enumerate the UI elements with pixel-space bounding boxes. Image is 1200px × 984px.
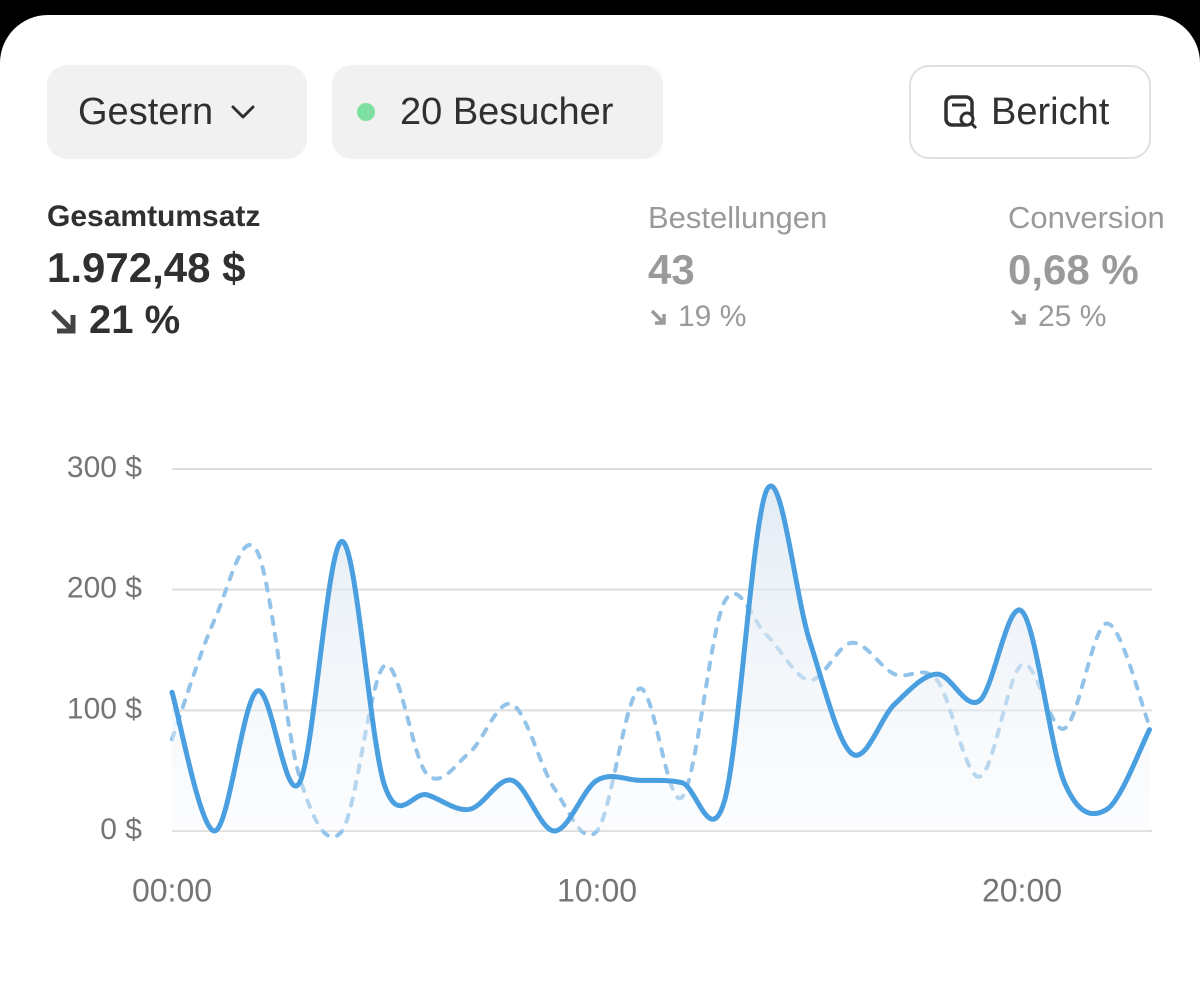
- metric[interactable]: Conversion 0,68 % 25 %: [1008, 200, 1165, 334]
- down-arrow-icon: [51, 308, 76, 333]
- date-button[interactable]: Gestern: [47, 65, 307, 159]
- chart: 0 $ 100 $ 200 $ 300 $ 00:00 10:00 20:00: [67, 451, 1152, 908]
- change-text: 19 %: [678, 300, 747, 333]
- metric-change: 19 %: [648, 300, 827, 334]
- metric-value: 1.972,48 $: [47, 244, 246, 291]
- metric-value: 0,68 %: [1008, 246, 1139, 293]
- metric-value: 43: [648, 246, 695, 293]
- live-dot: [357, 103, 375, 121]
- change-text: 25 %: [1038, 300, 1107, 333]
- y-tick-label: 300 $: [67, 451, 142, 484]
- metric-change: 25 %: [1008, 300, 1165, 334]
- visitors-label: 20 Besucher: [400, 90, 614, 133]
- down-arrow-icon: [1010, 309, 1026, 325]
- report-icon: [944, 95, 978, 130]
- metric-change: 21 %: [47, 298, 260, 343]
- report-label: Bericht: [991, 90, 1110, 133]
- change-text: 21 %: [89, 298, 181, 342]
- series-line: [169, 483, 1152, 834]
- area: [172, 486, 1150, 832]
- x-tick-label: 00:00: [132, 872, 212, 908]
- x-tick-label: 20:00: [982, 872, 1062, 908]
- metric[interactable]: Gesamtumsatz 1.972,48 $ 21 %: [47, 200, 260, 343]
- y-tick-label: 100 $: [67, 692, 142, 725]
- metric-label: Bestellungen: [648, 200, 828, 235]
- y-tick-label: 0 $: [100, 813, 142, 846]
- card: Gestern 20 Besucher Bericht Gesamtumsatz…: [0, 15, 1200, 984]
- report-button[interactable]: Bericht: [909, 65, 1151, 159]
- chevron-icon: [231, 105, 255, 119]
- x-tick-label: 10:00: [557, 872, 637, 908]
- metric[interactable]: Bestellungen 43 19 %: [648, 200, 827, 334]
- metric-label: Gesamtumsatz: [47, 200, 261, 233]
- down-arrow-icon: [650, 309, 666, 325]
- visitors-button[interactable]: 20 Besucher: [332, 65, 663, 159]
- date-label: Gestern: [78, 90, 214, 133]
- metric-label: Conversion: [1008, 200, 1165, 235]
- y-tick-label: 200 $: [67, 572, 142, 605]
